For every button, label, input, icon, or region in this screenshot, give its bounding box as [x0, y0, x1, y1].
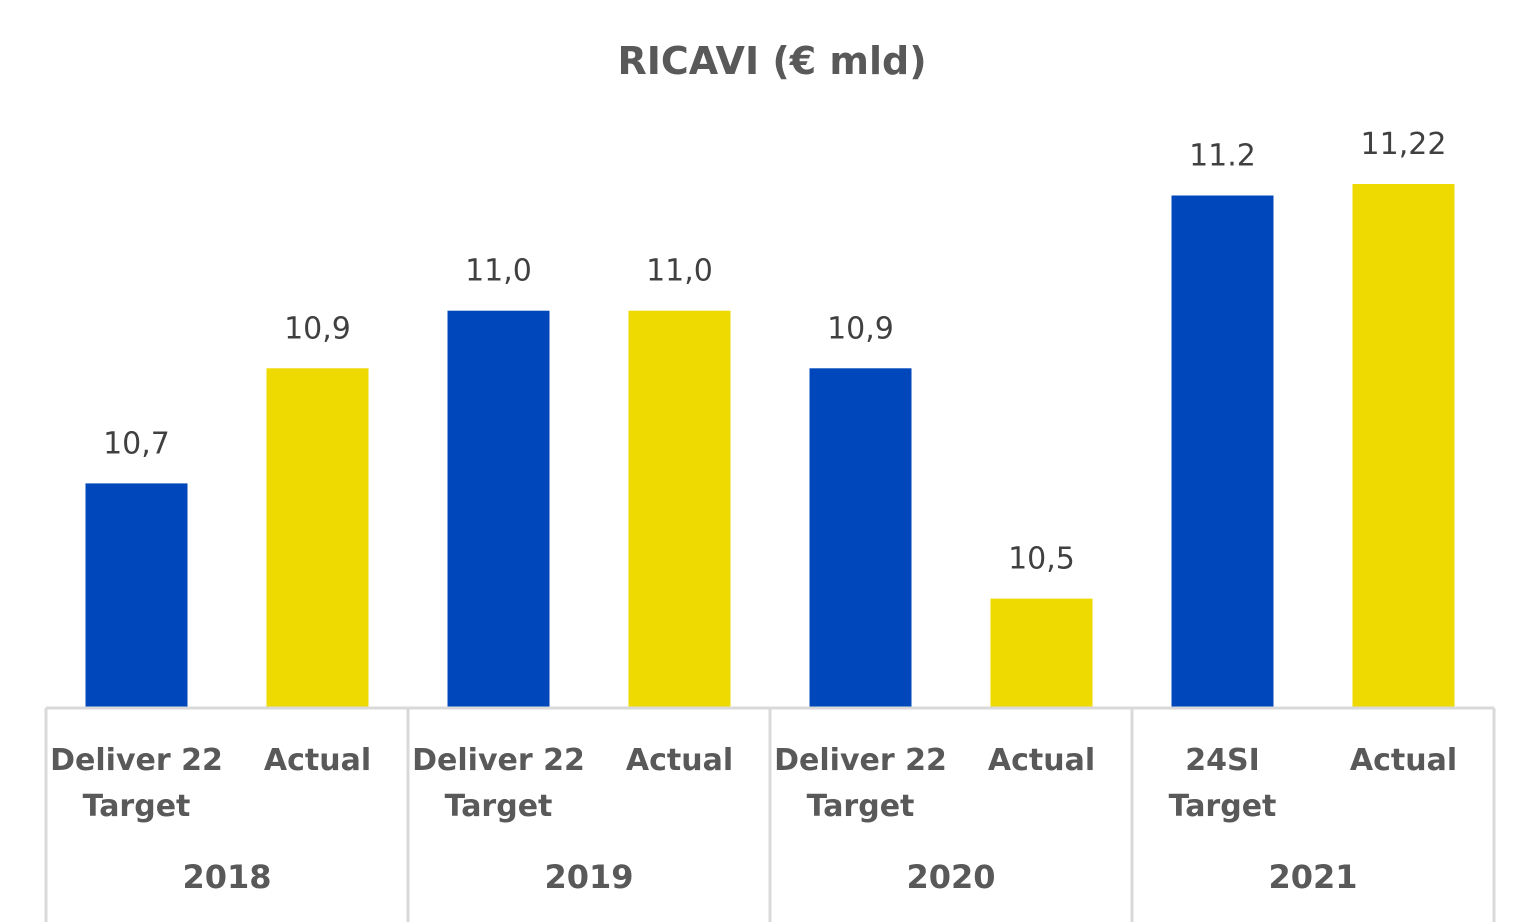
bars-layer: [85, 184, 1455, 708]
group-labels-layer: 2018 2019 2020 2021: [182, 858, 1357, 896]
category-axis: [44, 706, 1496, 922]
category-label-2020-target-line2: Target: [807, 789, 915, 824]
value-label-2018-actual: 10,9: [284, 311, 351, 346]
group-label-2021: 2021: [1268, 858, 1357, 896]
category-label-2020-actual-line1: Actual: [988, 743, 1095, 778]
category-label-2021-target-line2: Target: [1169, 789, 1277, 824]
category-label-2021-actual-line1: Actual: [1350, 743, 1457, 778]
value-labels-layer: 10,7 10,9 11,0 11,0 10,9 10,5 11.2 11,22: [103, 127, 1446, 577]
bar-2021-actual: [1352, 184, 1455, 708]
group-label-2020: 2020: [906, 858, 995, 896]
category-labels-layer: Deliver 22 Target Actual Deliver 22 Target Ac…: [50, 743, 1457, 824]
group-label-2019: 2019: [544, 858, 633, 896]
bar-2019-actual: [628, 310, 731, 708]
chart-title: RICAVI (€ mld): [617, 39, 926, 83]
bar-2018-target: [85, 483, 188, 708]
bar-2018-actual: [266, 368, 369, 708]
value-label-2020-target: 10,9: [827, 311, 894, 346]
bar-2020-actual: [990, 598, 1093, 708]
bar-2021-target: [1171, 195, 1274, 708]
value-label-2020-actual: 10,5: [1008, 542, 1075, 577]
value-label-2021-actual: 11,22: [1361, 127, 1447, 162]
value-label-2019-target: 11,0: [465, 254, 532, 289]
category-label-2020-target-line1: Deliver 22: [774, 743, 947, 778]
group-label-2018: 2018: [182, 858, 271, 896]
value-label-2019-actual: 11,0: [646, 254, 713, 289]
value-label-2021-target: 11.2: [1189, 139, 1256, 174]
category-label-2019-target-line2: Target: [445, 789, 553, 824]
category-label-2018-actual-line1: Actual: [264, 743, 371, 778]
bar-2020-target: [809, 368, 912, 708]
category-label-2019-target-line1: Deliver 22: [412, 743, 585, 778]
category-label-2021-target-line1: 24SI: [1185, 743, 1260, 778]
bar-2019-target: [447, 310, 550, 708]
value-label-2018-target: 10,7: [103, 426, 170, 461]
category-label-2018-target-line1: Deliver 22: [50, 743, 223, 778]
category-label-2018-target-line2: Target: [83, 789, 191, 824]
category-label-2019-actual-line1: Actual: [626, 743, 733, 778]
